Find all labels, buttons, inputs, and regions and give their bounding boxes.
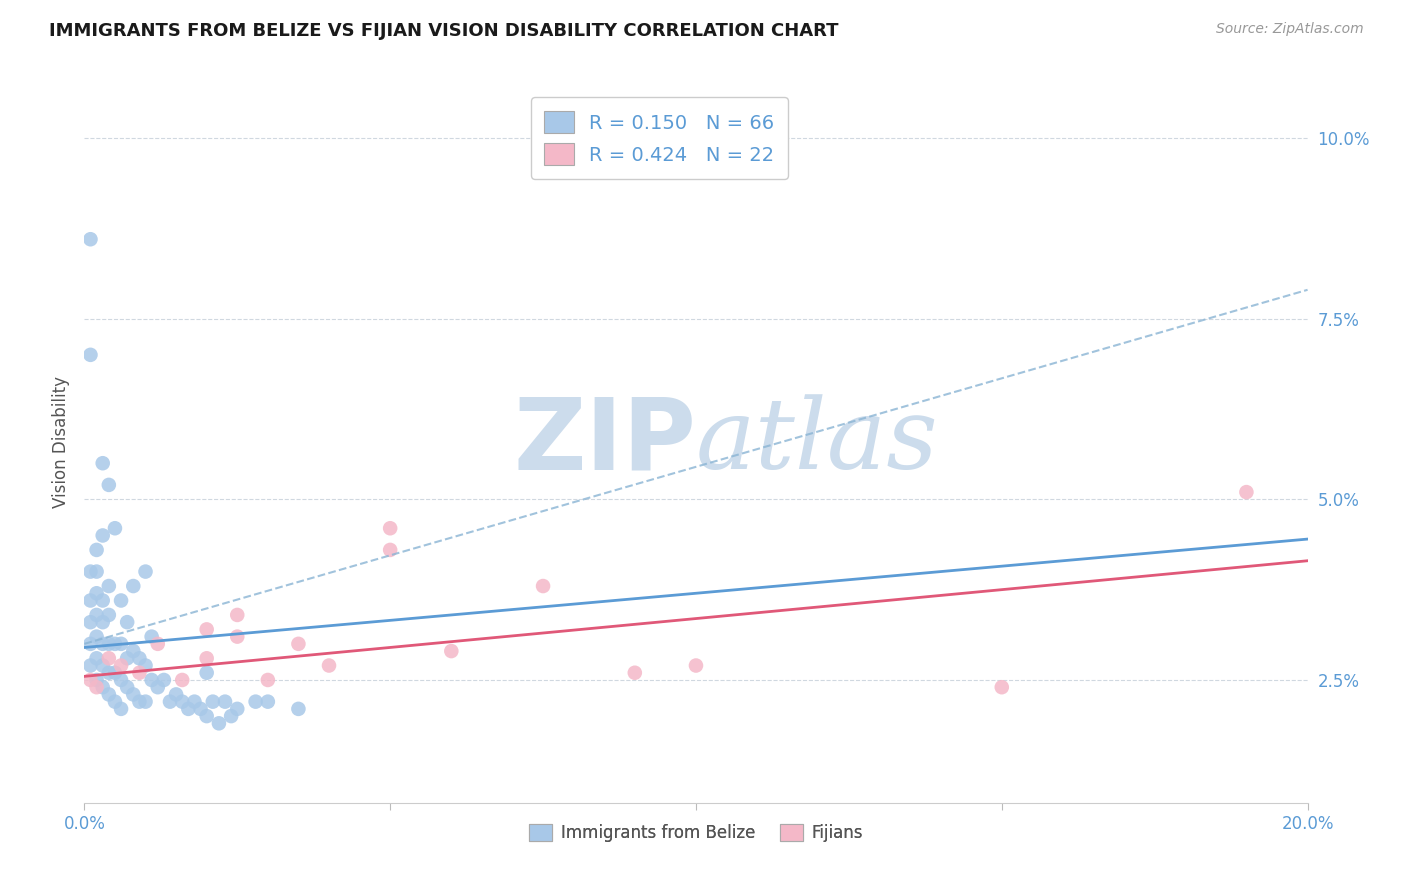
Point (195, 623, 218, 637)
Y-axis label: Vision Disability: Vision Disability (52, 376, 70, 508)
Text: Source: ZipAtlas.com: Source: ZipAtlas.com (1216, 22, 1364, 37)
Point (135, 695, 157, 709)
Point (135, 658, 157, 673)
Point (991, 680, 1014, 694)
Point (122, 579, 145, 593)
Point (128, 651, 150, 665)
Point (104, 637, 127, 651)
Point (440, 644, 463, 658)
Point (97, 579, 120, 593)
Point (380, 542, 402, 557)
Point (91, 456, 114, 470)
Point (97, 651, 120, 665)
Point (86, 673, 108, 687)
Point (226, 630, 249, 644)
Point (122, 687, 145, 701)
Point (91, 680, 114, 694)
Point (91, 528, 114, 542)
Point (287, 637, 309, 651)
Point (624, 665, 647, 680)
Point (380, 521, 402, 535)
Point (79, 593, 101, 607)
Point (128, 665, 150, 680)
Point (79, 232, 101, 246)
Point (115, 615, 138, 630)
Point (86, 542, 108, 557)
Point (195, 709, 218, 723)
Point (141, 673, 163, 687)
Point (91, 658, 114, 673)
Point (79, 658, 101, 673)
Point (208, 716, 231, 731)
Point (97, 607, 120, 622)
Point (97, 637, 120, 651)
Point (97, 478, 120, 492)
Point (110, 673, 132, 687)
Point (165, 687, 187, 701)
Point (1236, 485, 1258, 500)
Point (97, 665, 120, 680)
Point (226, 607, 249, 622)
Point (219, 709, 242, 723)
Point (190, 702, 212, 716)
Point (172, 695, 194, 709)
Point (195, 665, 218, 680)
Legend: Immigrants from Belize, Fijians: Immigrants from Belize, Fijians (522, 817, 870, 848)
Point (287, 702, 309, 716)
Point (122, 644, 145, 658)
Point (214, 695, 236, 709)
Point (79, 615, 101, 630)
Point (79, 565, 101, 579)
Point (86, 630, 108, 644)
Text: IMMIGRANTS FROM BELIZE VS FIJIAN VISION DISABILITY CORRELATION CHART: IMMIGRANTS FROM BELIZE VS FIJIAN VISION … (49, 22, 839, 40)
Point (177, 702, 200, 716)
Point (318, 658, 340, 673)
Text: ZIP: ZIP (513, 393, 696, 490)
Point (146, 637, 169, 651)
Point (91, 593, 114, 607)
Point (183, 695, 205, 709)
Text: atlas: atlas (696, 394, 939, 489)
Point (685, 658, 707, 673)
Point (79, 348, 101, 362)
Point (104, 695, 127, 709)
Point (257, 673, 280, 687)
Point (141, 630, 163, 644)
Point (110, 593, 132, 607)
Point (97, 687, 120, 701)
Point (159, 695, 181, 709)
Point (257, 695, 280, 709)
Point (110, 658, 132, 673)
Point (104, 665, 127, 680)
Point (86, 651, 108, 665)
Point (86, 586, 108, 600)
Point (91, 615, 114, 630)
Point (115, 651, 138, 665)
Point (86, 565, 108, 579)
Point (79, 637, 101, 651)
Point (115, 680, 138, 694)
Point (153, 673, 176, 687)
Point (195, 651, 218, 665)
Point (86, 680, 108, 694)
Point (91, 637, 114, 651)
Point (135, 565, 157, 579)
Point (146, 680, 169, 694)
Point (110, 637, 132, 651)
Point (128, 695, 150, 709)
Point (226, 702, 249, 716)
Point (104, 521, 127, 535)
Point (531, 579, 554, 593)
Point (172, 673, 194, 687)
Point (110, 702, 132, 716)
Point (79, 673, 101, 687)
Point (245, 695, 267, 709)
Point (86, 607, 108, 622)
Point (201, 695, 224, 709)
